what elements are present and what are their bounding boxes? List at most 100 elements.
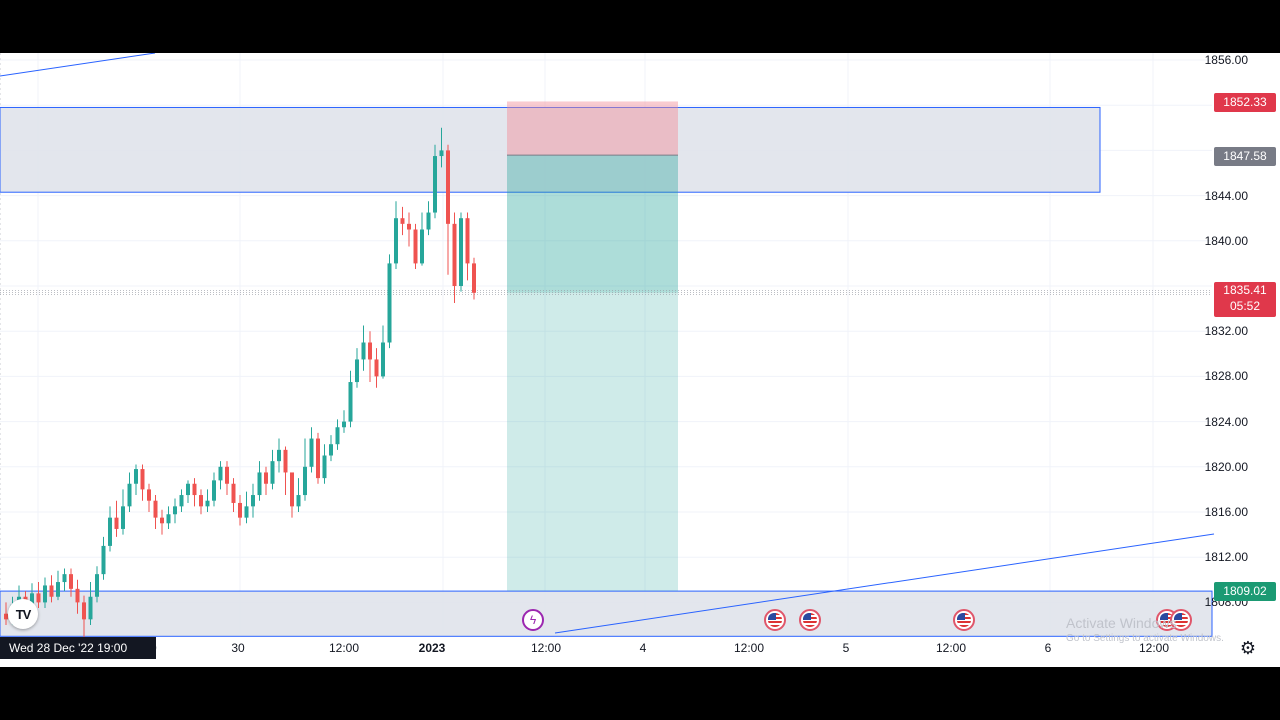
time-axis-label: 12:00 [1138, 641, 1170, 655]
us-flag-event-icon[interactable] [953, 609, 975, 631]
candle-body [101, 545, 106, 575]
candle-body [452, 223, 457, 286]
price-axis-label: 1832.00 [1204, 324, 1248, 339]
stop-loss-tag: 1852.33 [1214, 93, 1276, 112]
price-axis-label: 1828.00 [1204, 369, 1248, 384]
price-chart[interactable] [0, 53, 1280, 667]
candle-body [134, 469, 138, 484]
candle-body [4, 613, 8, 620]
candle-body [36, 593, 41, 603]
candle-body [62, 574, 67, 583]
activate-windows-watermark: Activate Windows [1066, 615, 1177, 631]
us-flag-event-icon[interactable] [764, 609, 786, 631]
candle-body [43, 585, 47, 603]
candle-body [329, 444, 333, 456]
candle-body [355, 359, 359, 383]
event-lightning-icon[interactable]: ϟ [522, 609, 544, 631]
us-flag-event-icon[interactable] [799, 609, 821, 631]
candle-body [439, 150, 444, 157]
candle-body [387, 263, 392, 343]
candle-body [121, 506, 125, 529]
time-axis-label: 12:00 [733, 641, 765, 655]
candle-body [368, 342, 372, 360]
time-axis-label: 30 [231, 641, 245, 655]
crosshair-time-label: Wed 28 Dec '22 19:00 [0, 637, 156, 659]
candle-body [192, 483, 197, 496]
candle-body [179, 495, 184, 507]
candle-body [400, 218, 405, 224]
candle-body [433, 156, 437, 213]
candle-body [127, 483, 132, 507]
candle-body [95, 574, 99, 597]
candle-body [303, 466, 307, 496]
candle-body [30, 593, 34, 609]
candle-body [205, 500, 210, 507]
candle-body [108, 517, 112, 546]
candle-body [309, 438, 314, 467]
tradingview-logo[interactable]: TV [8, 599, 38, 629]
price-axis-label: 1824.00 [1204, 414, 1248, 429]
candle-body [69, 574, 73, 589]
time-axis-label: 4 [639, 641, 647, 655]
candle-body [199, 495, 203, 507]
candle-body [465, 218, 470, 264]
candle-body [296, 495, 301, 507]
candle-body [472, 263, 476, 293]
candle-body [160, 517, 164, 524]
settings-gear-icon[interactable]: ⚙ [1239, 638, 1257, 658]
candle-body [49, 585, 54, 597]
candle-body [173, 506, 177, 515]
candle-body [446, 150, 450, 224]
candle-body [420, 229, 424, 264]
candle-body [374, 359, 379, 377]
candle-body [140, 469, 145, 490]
stop-loss-area [507, 101, 678, 156]
candle-body [257, 472, 262, 496]
price-axis-label: 1856.00 [1204, 53, 1248, 67]
candle-body [82, 602, 86, 620]
price-axis-label: 1820.00 [1204, 459, 1248, 474]
candle-body [212, 480, 216, 501]
candle-body [426, 212, 431, 230]
candle-body [283, 449, 288, 473]
candle-body [348, 382, 353, 422]
price-axis-label: 1816.00 [1204, 505, 1248, 519]
candle-body [231, 483, 236, 503]
time-axis-label: 2023 [418, 641, 446, 655]
candle-body [166, 514, 171, 524]
candle-body [290, 472, 294, 507]
price-axis-label: 1844.00 [1204, 188, 1248, 203]
time-axis-label: 12:00 [935, 641, 967, 655]
candle-body [238, 502, 242, 518]
candle-body [342, 421, 346, 428]
bar-countdown: 05:52 [1229, 299, 1261, 313]
candle-body [316, 438, 320, 479]
candle-body [225, 466, 229, 484]
us-flag-event-icon[interactable] [1170, 609, 1192, 631]
price-axis-label: 1812.00 [1204, 550, 1248, 565]
candle-body [361, 342, 366, 360]
candle-body [270, 461, 275, 484]
time-axis-label: 6 [1044, 641, 1052, 655]
candle-body [186, 483, 190, 496]
time-axis-label: 5 [842, 641, 850, 655]
candle-body [381, 342, 385, 377]
candle-body [459, 218, 463, 286]
candle-body [56, 582, 60, 597]
candle-body [322, 455, 327, 479]
time-axis-label: 12:00 [530, 641, 562, 655]
demand-zone [0, 590, 1213, 637]
candle-body [88, 596, 93, 620]
chart-area[interactable]: 1856.00 1844.00 1840.00 1832.00 1828.00 1824.… [0, 53, 1280, 667]
candle-body [218, 466, 223, 481]
activate-windows-hint: Go to Settings to activate Windows. [1066, 633, 1224, 644]
last-price-tag: 1835.41 05:52 [1214, 282, 1276, 317]
candle-body [413, 229, 418, 264]
candle-body [244, 506, 249, 518]
candle-body [407, 223, 411, 230]
open-profit-area [507, 155, 678, 293]
candle-body [114, 517, 119, 529]
take-profit-area [507, 155, 678, 591]
candle-body [394, 218, 398, 264]
trend-line-lower [554, 533, 1215, 634]
